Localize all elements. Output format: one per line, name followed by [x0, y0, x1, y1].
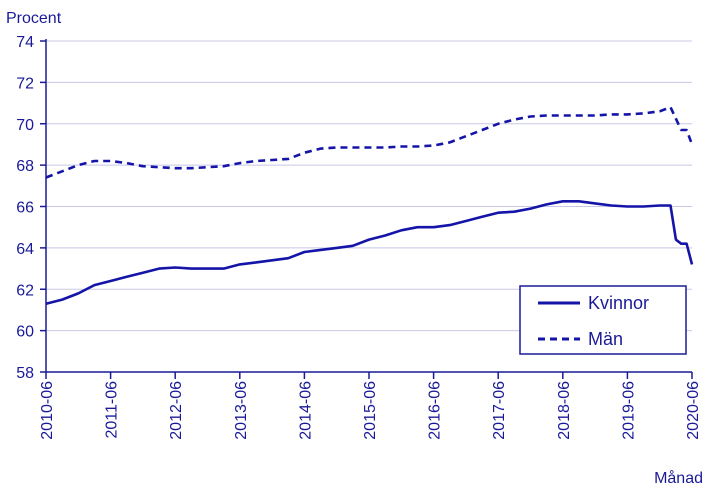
x-axis-title: Månad — [654, 469, 703, 487]
series-lines — [45, 105, 694, 305]
x-tick-label: 2010-06 — [39, 381, 56, 440]
x-tick-label: 2014-06 — [297, 381, 314, 440]
y-tick-label: 70 — [16, 117, 34, 134]
y-tick-label: 66 — [16, 200, 34, 217]
series-line-man — [45, 105, 694, 179]
y-tick-label: 74 — [16, 34, 34, 51]
series-line-kvinnor — [45, 200, 694, 305]
x-tick-label: 2011-06 — [104, 381, 121, 439]
y-tick-label: 64 — [16, 241, 34, 258]
x-tick-labels: 2010-06 2011-06 2012-06 2013-06 2014-06 2015-… — [39, 372, 702, 440]
legend-label-man: Män — [588, 329, 623, 349]
y-tick-labels: 58 60 62 64 66 68 70 72 74 — [16, 34, 46, 382]
y-tick-label: 60 — [16, 324, 34, 341]
x-tick-label: 2016-06 — [427, 381, 444, 440]
x-tick-label: 2012-06 — [168, 381, 185, 440]
x-tick-label: 2015-06 — [362, 381, 379, 440]
legend-label-kvinnor: Kvinnor — [588, 293, 649, 313]
y-tick-label: 68 — [16, 158, 34, 175]
y-tick-label: 58 — [16, 365, 34, 382]
legend: Kvinnor Män — [519, 285, 687, 355]
y-axis-title: Procent — [6, 10, 62, 27]
x-tick-label: 2017-06 — [491, 381, 508, 440]
gridlines — [46, 40, 692, 332]
x-tick-label: 2019-06 — [620, 381, 637, 440]
x-tick-label: 2018-06 — [556, 381, 573, 440]
y-tick-label: 72 — [16, 75, 34, 92]
x-tick-label: 2020-06 — [685, 381, 702, 440]
legend-box — [519, 285, 687, 355]
y-tick-label: 62 — [16, 282, 34, 299]
x-tick-label: 2013-06 — [233, 381, 250, 440]
